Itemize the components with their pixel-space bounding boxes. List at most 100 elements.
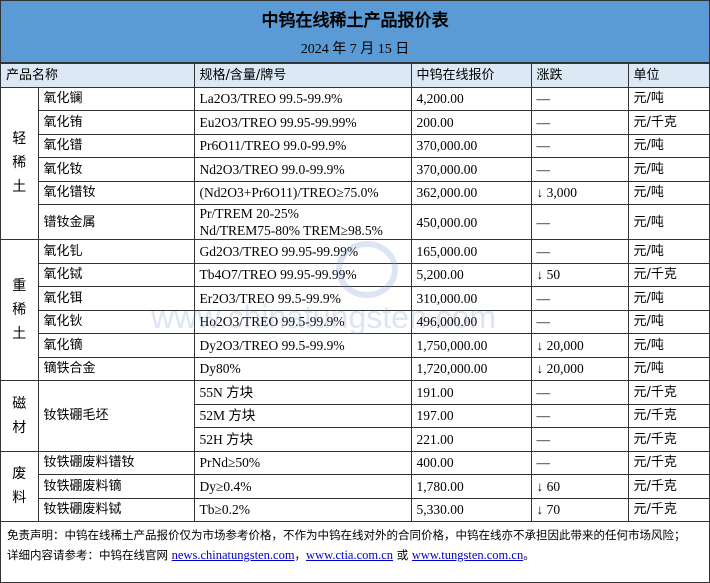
price: 1,750,000.00 [410,333,532,358]
unit: 元/千克 [627,450,709,475]
change: — [530,427,629,452]
change: — [530,110,629,135]
change: — [530,133,629,158]
table-row: 氧化钕 Nd2O3/TREO 99.0-99.9% 370,000.00— 元/吨 [1,157,709,182]
price: 5,200.00 [410,262,532,287]
product-name: 钕铁硼废料铽 [38,497,195,522]
product-name: 氧化镝 [38,333,195,358]
price-table: 产品名称 规格/含量/牌号 中钨在线报价 涨跌 单位 轻稀土 氧化镧 La2O3/TREO 9… [1,63,709,522]
page-title: 中钨在线稀土产品报价表 [261,11,449,31]
spec: Tb≥0.2% [193,497,412,522]
table-row: 氧化镨 Pr6O11/TREO 99.0-99.9% 370,000.00— 元/吨 [1,133,709,158]
table-row: 52H 方块 221.00— 元/千克 [1,427,709,452]
link-tungsten[interactable]: www.tungsten.com.cn [411,548,524,562]
price: 496,000.00 [410,309,532,334]
table-row: 氧化铒 Er2O3/TREO 99.5-99.9% 310,000.00— 元/吨 [1,286,709,311]
col-header: 规格/含量/牌号 [193,63,412,88]
table-row: 轻稀土 氧化镧 La2O3/TREO 99.5-99.9% 4,200.00— 元/吨 [1,86,709,240]
spec: PrNd≥50% [193,450,412,475]
product-name: 氧化镨 [38,133,195,158]
unit: 元/吨 [627,309,709,334]
price: 200.00 [410,110,532,135]
col-header: 中钨在线报价 [410,63,532,88]
change: ↓ 20,000 [530,356,629,381]
product-name: 钕铁硼毛坯 [37,380,195,452]
change: — [530,403,629,428]
price: 370,000.00 [410,157,532,182]
unit: 元/吨 [627,86,709,111]
table-row: 氧化铕 Eu2O3/TREO 99.95-99.99% 200.00— 元/千克 [1,110,709,135]
unit: 元/吨 [627,157,709,182]
table-row: 镝铁合金 Dy80% 1,720,000.00 ↓ 20,000 元/吨 [1,356,709,381]
reference-label: 详细内容请参考：中钨在线官网 [7,548,172,562]
col-header: 涨跌 [530,63,629,88]
spec: Gd2O3/TREO 99.95-99.99% [193,239,412,264]
header-row: 产品名称 规格/含量/牌号 中钨在线报价 涨跌 单位 [1,63,709,88]
price: 362,000.00 [410,180,532,205]
product-name: 氧化钬 [38,309,195,334]
spec: Eu2O3/TREO 99.95-99.99% [193,110,412,135]
price: 191.00 [410,380,532,405]
price: 5,330.00 [410,497,532,522]
change: — [530,309,629,334]
spec: 52H 方块 [194,427,412,452]
spec: 52M 方块 [194,403,412,428]
unit: 元/吨 [627,356,709,381]
price: 400.00 [410,450,532,475]
product-name: 氧化钕 [38,157,195,182]
table-row: 氧化铽 Tb4O7/TREO 99.95-99.99% 5,200.00 ↓ 50 元/… [1,262,709,287]
unit: 元/千克 [627,380,709,405]
date: 2024 年 7 月 15 日 [300,42,410,57]
price: 1,780.00 [410,474,532,499]
table-row: 52M 方块 197.00— 元/千克 [1,403,709,428]
change: ↓ 50 [530,262,629,287]
spec: Dy80% [193,356,412,381]
product-name: 钕铁硼废料镝 [38,474,195,499]
change: ↓ 70 [530,497,629,522]
unit: 元/千克 [627,262,709,287]
link-ctia[interactable]: www.ctia.com.cn [306,548,394,562]
change: — [530,286,629,311]
col-header: 单位 [627,63,709,88]
separator: 或 [393,548,412,562]
category-cell: 重稀土 [1,239,39,381]
unit: 元/吨 [627,133,709,158]
spec: 55N 方块 [193,380,412,405]
change: — [530,204,629,240]
product-name: 氧化铕 [38,110,195,135]
unit: 元/吨 [627,333,709,358]
unit: 元/千克 [627,403,709,428]
change: — [530,239,629,264]
spec: Nd2O3/TREO 99.0-99.9% [193,157,412,182]
link-news-chinatungsten[interactable]: news.chinatungsten.com [171,548,295,562]
unit: 元/千克 [627,474,709,499]
unit: 元/千克 [627,110,709,135]
spec: Tb4O7/TREO 99.95-99.99% [193,262,412,287]
separator: ， [294,548,307,562]
disclaimer: 免责声明：中钨在线稀土产品报价仅为市场参考价格，不作为中钨在线对外的合同价格，中… [7,528,686,542]
product-name: 氧化铒 [38,286,195,311]
product-name: 镝铁合金 [38,356,195,381]
period: 。 [523,548,535,562]
product-name: 氧化钆 [37,239,195,264]
table-row: 废料 钕铁硼废料镨钕 PrNd≥50% 400.00— 元/千克 [1,450,709,522]
unit: 元/吨 [627,239,709,264]
spec: (Nd2O3+Pr6O11)/TREO≥75.0% [193,180,412,205]
price: 221.00 [410,427,532,452]
change: — [530,450,629,475]
unit: 元/吨 [627,180,709,205]
unit: 元/吨 [627,286,709,311]
spec: Er2O3/TREO 99.5-99.9% [193,286,412,311]
change: — [530,86,629,111]
price: 165,000.00 [410,239,532,264]
category-cell: 废料 [1,450,39,522]
sheet-header: 中钨在线稀土产品报价表 2024 年 7 月 15 日 [1,1,709,63]
category-cell: 磁材 [1,380,39,452]
price: 450,000.00 [410,204,532,240]
product-name: 氧化镨钕 [38,180,195,205]
table-row: 氧化镝 Dy2O3/TREO 99.5-99.9% 1,750,000.00 ↓ 20… [1,333,709,358]
spec: Dy≥0.4% [193,474,412,499]
reference-line: 详细内容请参考：中钨在线官网 news.chinatungsten.com，ww… [7,545,703,565]
product-name: 钕铁硼废料镨钕 [37,450,195,475]
